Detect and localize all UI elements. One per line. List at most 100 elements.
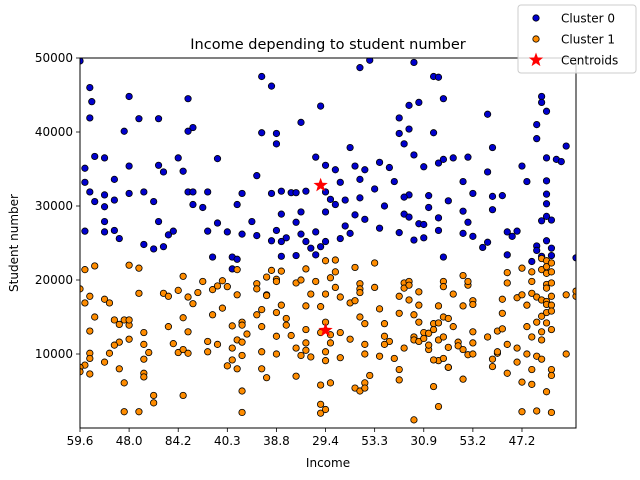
cluster-1-point: [498, 309, 506, 317]
cluster-1-point: [464, 277, 472, 286]
cluster-0-point: [110, 196, 118, 204]
cluster-1-point: [434, 319, 443, 327]
cluster-0-point: [292, 251, 300, 260]
cluster-1-point: [523, 301, 531, 309]
plot-frame: [79, 57, 577, 429]
cluster-0-point: [351, 162, 359, 170]
cluster-1-point: [434, 402, 443, 411]
cluster-0-point: [282, 234, 290, 242]
cluster-1-point: [110, 341, 118, 349]
cluster-1-point: [223, 283, 231, 291]
cluster-1-point: [272, 277, 281, 286]
cluster-1-point: [542, 388, 551, 396]
cluster-0-point: [302, 237, 310, 246]
cluster-0-point: [100, 228, 109, 236]
cluster-1-point: [317, 400, 325, 408]
cluster-0-point: [312, 153, 320, 161]
legend-marker-centroids: [528, 52, 544, 67]
cluster-1-point: [459, 375, 467, 383]
cluster-1-point: [297, 276, 305, 284]
cluster-0-point: [400, 140, 408, 148]
cluster-0-point: [317, 243, 325, 251]
cluster-0-point: [542, 237, 551, 245]
cluster-0-point: [366, 58, 374, 64]
cluster-1-point: [287, 331, 295, 340]
cluster-0-point: [538, 98, 546, 107]
cluster-0-point: [233, 255, 241, 263]
cluster-1-point: [302, 339, 310, 347]
cluster-0-point: [538, 92, 546, 101]
cluster-0-point: [86, 114, 94, 122]
cluster-0-point: [508, 232, 516, 240]
cluster-0-point: [140, 240, 148, 249]
cluster-0-point: [100, 191, 109, 199]
cluster-0-point: [86, 84, 94, 92]
cluster-1-point: [253, 285, 261, 293]
cluster-0-point: [400, 193, 408, 201]
cluster-0-point: [169, 227, 177, 235]
cluster-0-point: [154, 115, 163, 123]
legend-label-cluster-0: Cluster 0: [561, 12, 615, 26]
cluster-0-point: [547, 244, 556, 252]
cluster-1-point: [86, 327, 94, 335]
cluster-1-point: [371, 259, 379, 267]
x-tick-label: 53.2: [460, 434, 487, 448]
x-tick-label: 59.6: [67, 434, 94, 448]
cluster-1-point: [110, 316, 118, 324]
cluster-1-point: [140, 328, 148, 337]
cluster-0-point: [405, 101, 413, 109]
cluster-1-point: [317, 381, 325, 389]
cluster-1-point: [415, 301, 423, 309]
cluster-1-point: [425, 341, 433, 349]
cluster-1-point: [542, 319, 551, 327]
cluster-1-point: [366, 371, 374, 380]
cluster-0-point: [297, 208, 305, 216]
cluster-1-point: [243, 330, 251, 338]
cluster-1-point: [538, 336, 546, 344]
cluster-1-point: [488, 362, 497, 371]
cluster-1-point: [346, 335, 354, 343]
cluster-1-point: [547, 268, 556, 276]
cluster-1-point: [439, 333, 448, 341]
cluster-1-point: [140, 355, 148, 363]
cluster-1-point: [331, 268, 339, 276]
cluster-1-point: [91, 262, 99, 270]
cluster-1-point: [361, 350, 369, 358]
cluster-1-point: [125, 316, 133, 324]
cluster-0-point: [331, 200, 339, 209]
cluster-1-point: [429, 382, 438, 391]
cluster-0-point: [361, 166, 369, 174]
cluster-0-point: [533, 246, 541, 254]
cluster-0-point: [321, 237, 330, 246]
cluster-1-point: [528, 333, 536, 341]
cluster-1-point: [331, 256, 339, 264]
cluster-1-point: [356, 288, 364, 297]
cluster-0-point: [395, 229, 403, 237]
cluster-0-point: [542, 154, 551, 162]
cluster-1-point: [434, 302, 443, 310]
cluster-1-point: [218, 277, 227, 285]
cluster-0-point: [371, 185, 379, 193]
cluster-1-point: [223, 362, 231, 370]
cluster-1-point: [331, 283, 339, 291]
cluster-0-point: [538, 217, 546, 225]
cluster-1-point: [469, 350, 477, 358]
chart-title: Income depending to student number: [190, 37, 465, 53]
cluster-1-point: [390, 354, 398, 363]
cluster-0-point: [528, 257, 536, 266]
cluster-1-point: [253, 311, 261, 319]
cluster-1-point: [86, 370, 94, 378]
cluster-1-point: [321, 357, 330, 365]
cluster-1-point: [267, 266, 276, 274]
cluster-1-point: [238, 321, 246, 329]
cluster-0-point: [253, 172, 261, 180]
cluster-0-point: [434, 159, 443, 167]
legend-label-cluster-1: Cluster 1: [561, 33, 615, 47]
cluster-1-point: [400, 344, 408, 352]
cluster-0-point: [302, 187, 310, 195]
cluster-0-point: [317, 102, 325, 110]
cluster-0-point: [88, 98, 96, 106]
cluster-1-point: [204, 337, 212, 346]
cluster-0-point: [253, 232, 261, 240]
cluster-1-point: [258, 323, 266, 331]
